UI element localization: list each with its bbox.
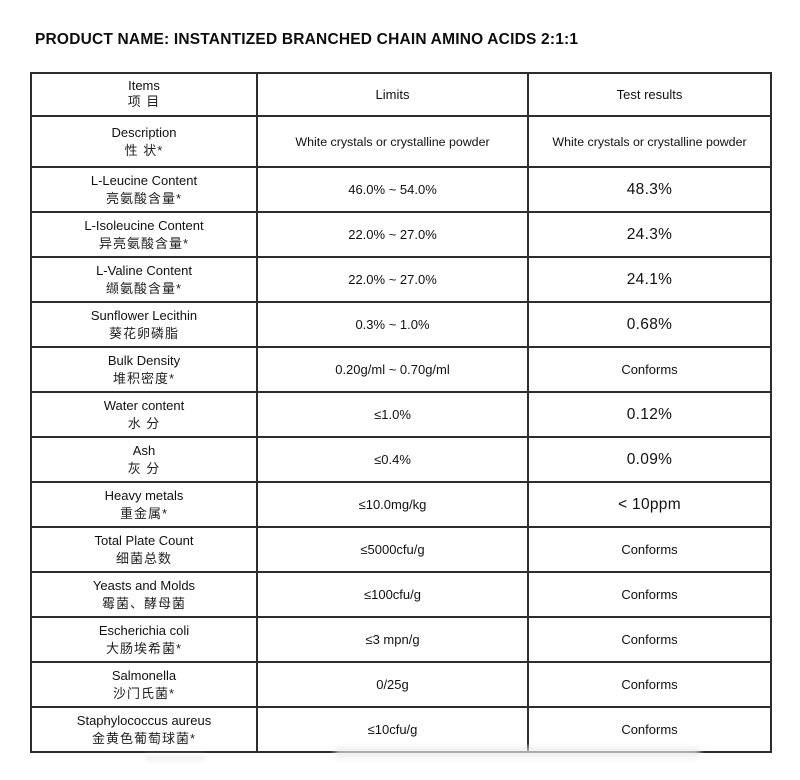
result-cell: 48.3% [527, 166, 772, 213]
item-name-en: Heavy metals [104, 487, 184, 503]
item-name-en: L-Valine Content [96, 262, 192, 278]
item-name-en: Water content [103, 397, 185, 413]
specification-table: Items 项 目 Limits Test results Descriptio… [30, 72, 772, 753]
header-items: Items 项 目 [30, 72, 258, 117]
item-cell: Description 性 状* [30, 115, 258, 168]
table-row-salmonella: Salmonella 沙门氏菌* 0/25g Conforms [30, 661, 772, 708]
item-name-en: Yeasts and Molds [92, 577, 196, 593]
result-cell: Conforms [527, 706, 772, 753]
item-name-zh: 金黄色葡萄球菌* [91, 730, 197, 746]
item-name-en: Ash [132, 442, 156, 458]
limit-cell: ≤10.0mg/kg [256, 481, 529, 528]
item-name-zh: 葵花卵磷脂 [108, 325, 179, 341]
table-row-escherichia-coli: Escherichia coli 大肠埃希菌* ≤3 mpn/g Conform… [30, 616, 772, 663]
item-cell: Water content 水 分 [30, 391, 258, 438]
result-cell: 0.68% [527, 301, 772, 348]
item-cell: Staphylococcus aureus 金黄色葡萄球菌* [30, 706, 258, 753]
table-row-bulk-density: Bulk Density 堆积密度* 0.20g/ml ~ 0.70g/ml C… [30, 346, 772, 393]
item-name-en: Escherichia coli [98, 622, 190, 638]
item-name-zh: 水 分 [127, 415, 161, 431]
table-row-staphylococcus-aureus: Staphylococcus aureus 金黄色葡萄球菌* ≤10cfu/g … [30, 706, 772, 753]
item-name-zh: 大肠埃希菌* [105, 640, 183, 656]
item-cell: L-Isoleucine Content 异亮氨酸含量* [30, 211, 258, 258]
table-row-sunflower-lecithin: Sunflower Lecithin 葵花卵磷脂 0.3% ~ 1.0% 0.6… [30, 301, 772, 348]
result-cell: 0.09% [527, 436, 772, 483]
header-test-results: Test results [527, 72, 772, 117]
item-cell: Bulk Density 堆积密度* [30, 346, 258, 393]
item-name-zh: 细菌总数 [115, 550, 172, 566]
item-name-en: Salmonella [111, 667, 177, 683]
limit-cell: ≤100cfu/g [256, 571, 529, 618]
result-cell: < 10ppm [527, 481, 772, 528]
limit-cell: 22.0% ~ 27.0% [256, 211, 529, 258]
result-cell: 24.3% [527, 211, 772, 258]
header-items-zh: 项 目 [127, 94, 161, 110]
item-cell: Heavy metals 重金属* [30, 481, 258, 528]
item-name-zh: 亮氨酸含量* [105, 190, 183, 206]
item-name-zh: 性 状* [124, 142, 164, 158]
result-cell: White crystals or crystalline powder [527, 115, 772, 168]
limit-cell: ≤0.4% [256, 436, 529, 483]
item-name-en: Description [111, 124, 177, 140]
table-row-water-content: Water content 水 分 ≤1.0% 0.12% [30, 391, 772, 438]
item-name-zh: 沙门氏菌* [112, 685, 176, 701]
limit-cell: ≤3 mpn/g [256, 616, 529, 663]
item-name-en: Total Plate Count [94, 532, 194, 548]
item-cell: L-Valine Content 缬氨酸含量* [30, 256, 258, 303]
item-name-zh: 堆积密度* [112, 370, 176, 386]
limit-cell: 0/25g [256, 661, 529, 708]
item-name-en: Bulk Density [107, 352, 181, 368]
result-cell: Conforms [527, 526, 772, 573]
limit-cell: 0.20g/ml ~ 0.70g/ml [256, 346, 529, 393]
item-cell: Yeasts and Molds 霉菌、酵母菌 [30, 571, 258, 618]
scan-artifact-smudge [145, 755, 205, 761]
table-row-heavy-metals: Heavy metals 重金属* ≤10.0mg/kg < 10ppm [30, 481, 772, 528]
table-row-description: Description 性 状* White crystals or cryst… [30, 115, 772, 168]
limit-cell: 46.0% ~ 54.0% [256, 166, 529, 213]
item-name-zh: 缬氨酸含量* [105, 280, 183, 296]
result-cell: 24.1% [527, 256, 772, 303]
item-cell: L-Leucine Content 亮氨酸含量* [30, 166, 258, 213]
item-name-zh: 异亮氨酸含量* [98, 235, 190, 251]
table-row-leucine: L-Leucine Content 亮氨酸含量* 46.0% ~ 54.0% 4… [30, 166, 772, 213]
item-name-zh: 灰 分 [127, 460, 161, 476]
item-cell: Salmonella 沙门氏菌* [30, 661, 258, 708]
result-cell: Conforms [527, 661, 772, 708]
table-row-yeasts-molds: Yeasts and Molds 霉菌、酵母菌 ≤100cfu/g Confor… [30, 571, 772, 618]
item-cell: Escherichia coli 大肠埃希菌* [30, 616, 258, 663]
result-cell: 0.12% [527, 391, 772, 438]
result-cell: Conforms [527, 571, 772, 618]
item-name-zh: 重金属* [119, 505, 169, 521]
result-cell: Conforms [527, 616, 772, 663]
table-row-valine: L-Valine Content 缬氨酸含量* 22.0% ~ 27.0% 24… [30, 256, 772, 303]
item-cell: Total Plate Count 细菌总数 [30, 526, 258, 573]
table-header-row: Items 项 目 Limits Test results [30, 72, 772, 117]
product-name-title: PRODUCT NAME: INSTANTIZED BRANCHED CHAIN… [35, 31, 579, 48]
limit-cell: ≤5000cfu/g [256, 526, 529, 573]
table-row-isoleucine: L-Isoleucine Content 异亮氨酸含量* 22.0% ~ 27.… [30, 211, 772, 258]
item-name-en: Sunflower Lecithin [90, 307, 198, 323]
header-items-en: Items [128, 78, 160, 94]
item-cell: Ash 灰 分 [30, 436, 258, 483]
table-row-ash: Ash 灰 分 ≤0.4% 0.09% [30, 436, 772, 483]
limit-cell: White crystals or crystalline powder [256, 115, 529, 168]
item-name-zh: 霉菌、酵母菌 [101, 595, 186, 611]
limit-cell: ≤1.0% [256, 391, 529, 438]
limit-cell: 22.0% ~ 27.0% [256, 256, 529, 303]
limit-cell: ≤10cfu/g [256, 706, 529, 753]
item-cell: Sunflower Lecithin 葵花卵磷脂 [30, 301, 258, 348]
item-name-en: Staphylococcus aureus [76, 712, 212, 728]
item-name-en: L-Leucine Content [90, 172, 198, 188]
table-row-total-plate-count: Total Plate Count 细菌总数 ≤5000cfu/g Confor… [30, 526, 772, 573]
result-cell: Conforms [527, 346, 772, 393]
scan-artifact-smudge [335, 747, 700, 758]
limit-cell: 0.3% ~ 1.0% [256, 301, 529, 348]
item-name-en: L-Isoleucine Content [84, 217, 204, 233]
header-limits: Limits [256, 72, 529, 117]
